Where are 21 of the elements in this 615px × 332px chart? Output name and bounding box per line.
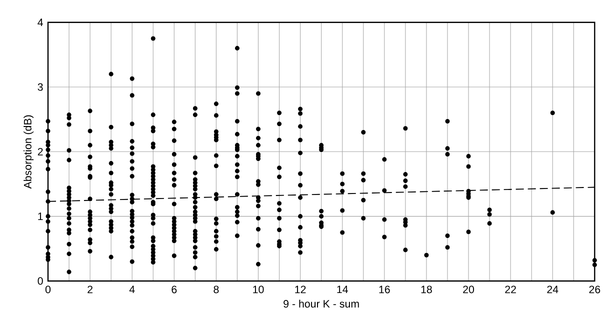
x-tick-label: 0 <box>45 286 51 294</box>
y-tick-label: 0 <box>38 277 43 285</box>
y-tick-label: 3 <box>38 83 43 91</box>
y-axis-title: Absorption (dB) <box>24 115 34 189</box>
x-tick-label: 16 <box>379 286 390 294</box>
x-tick-label: 4 <box>129 286 135 294</box>
x-tick-label: 26 <box>589 286 600 294</box>
x-tick-label: 14 <box>337 286 348 294</box>
y-tick-label: 2 <box>38 148 43 156</box>
x-tick-label: 8 <box>214 286 219 294</box>
x-tick-label: 2 <box>88 286 92 294</box>
x-tick-label: 22 <box>505 286 516 294</box>
x-tick-label: 18 <box>421 286 432 294</box>
y-tick-label: 1 <box>38 212 43 220</box>
x-axis-title: 9 - hour K - sum <box>284 300 359 308</box>
y-tick-label: 4 <box>38 18 43 26</box>
x-tick-label: 10 <box>253 286 264 294</box>
x-tick-label: 20 <box>463 286 474 294</box>
x-tick-label: 12 <box>295 286 306 294</box>
x-tick-label: 24 <box>547 286 558 294</box>
x-tick-label: 6 <box>172 286 177 294</box>
